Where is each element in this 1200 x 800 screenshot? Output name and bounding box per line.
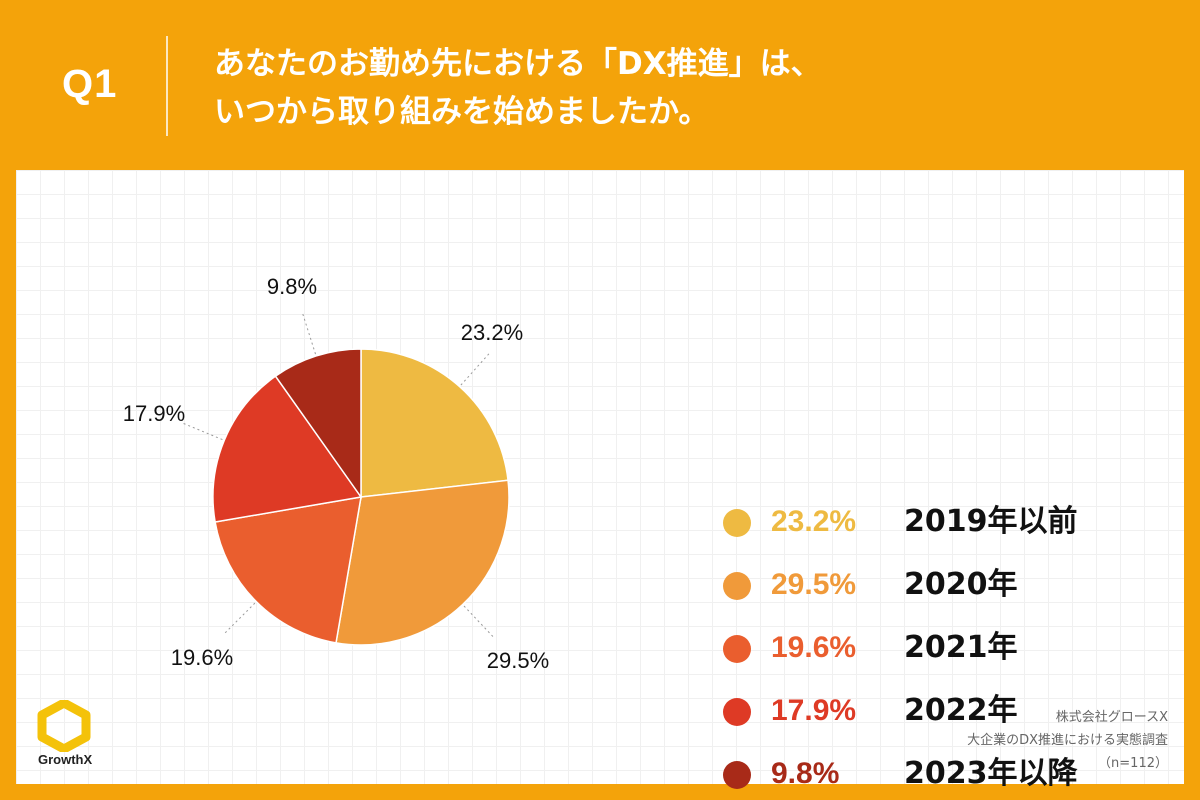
legend-percent: 19.6%: [771, 631, 857, 664]
source-sample: （n=112）: [1098, 756, 1168, 771]
leader-line-2: [463, 605, 494, 637]
data-label-3: 19.6%: [171, 645, 233, 670]
question-line-1: あなたのお勤め先における「DX推進」は、: [214, 46, 822, 82]
source-survey: 大企業のDX推進における実態調査: [967, 733, 1168, 748]
legend-item: 23.2% 2019年以前: [708, 492, 1128, 555]
pie-chart: 23.2% 29.5% 19.6% 17.9% 9.8%: [123, 274, 549, 673]
chart-panel: 23.2% 29.5% 19.6% 17.9% 9.8% 23.2% 2019年以前 2…: [16, 170, 1184, 791]
leader-line-3: [224, 602, 256, 634]
logo-text: GrowthX: [38, 752, 93, 767]
legend-item: 9.8% 2023年以降: [708, 744, 1128, 800]
source-note: 株式会社グロースX 大企業のDX推進における実態調査 （n=112）: [967, 706, 1168, 775]
data-label-4: 17.9%: [123, 401, 185, 426]
leader-line-4: [183, 423, 223, 441]
question-text: あなたのお勤め先における「DX推進」は、 いつから取り組みを始めましたか。: [214, 40, 822, 136]
data-label-5: 9.8%: [267, 274, 317, 299]
pie-slice-5: [274, 348, 362, 500]
source-company: 株式会社グロースX: [1055, 710, 1168, 725]
legend-item: 29.5% 2020年: [708, 555, 1128, 618]
legend-percent: 17.9%: [771, 694, 857, 727]
header-divider: [166, 36, 168, 136]
question-number: Q1: [62, 62, 118, 106]
legend-percent: 9.8%: [771, 757, 840, 790]
pie-slice-1: [360, 348, 509, 498]
legend-item: 19.6% 2021年: [708, 618, 1128, 681]
legend-item: 17.9% 2022年: [708, 681, 1128, 744]
pie-slice-4: [212, 375, 363, 523]
legend-category: 2019年以前: [904, 504, 1078, 539]
legend-category: 2021年: [904, 630, 1018, 665]
legend-swatch: [723, 698, 751, 726]
legend-swatch: [723, 572, 751, 600]
hexagon-ring-icon: [37, 698, 91, 754]
legend-swatch: [723, 761, 751, 789]
pie-slice-2: [335, 479, 510, 646]
pie-slice-3: [214, 496, 362, 644]
legend-percent: 23.2%: [771, 505, 857, 538]
data-label-2: 29.5%: [487, 648, 549, 673]
legend-swatch: [723, 635, 751, 663]
legend-category: 2020年: [904, 567, 1018, 602]
leader-line-1: [460, 353, 490, 386]
growthx-logo: GrowthX: [34, 698, 124, 780]
legend-swatch: [723, 509, 751, 537]
legend-percent: 29.5%: [771, 568, 857, 601]
legend: 23.2% 2019年以前 29.5% 2020年 19.6% 2021年 17…: [708, 492, 1128, 800]
question-line-2: いつから取り組みを始めましたか。: [214, 94, 710, 130]
data-label-1: 23.2%: [461, 320, 523, 345]
header: Q1 あなたのお勤め先における「DX推進」は、 いつから取り組みを始めましたか。: [0, 0, 1200, 170]
leader-line-5: [302, 313, 316, 355]
legend-category: 2022年: [904, 693, 1018, 728]
legend-category: 2023年以降: [904, 756, 1078, 791]
